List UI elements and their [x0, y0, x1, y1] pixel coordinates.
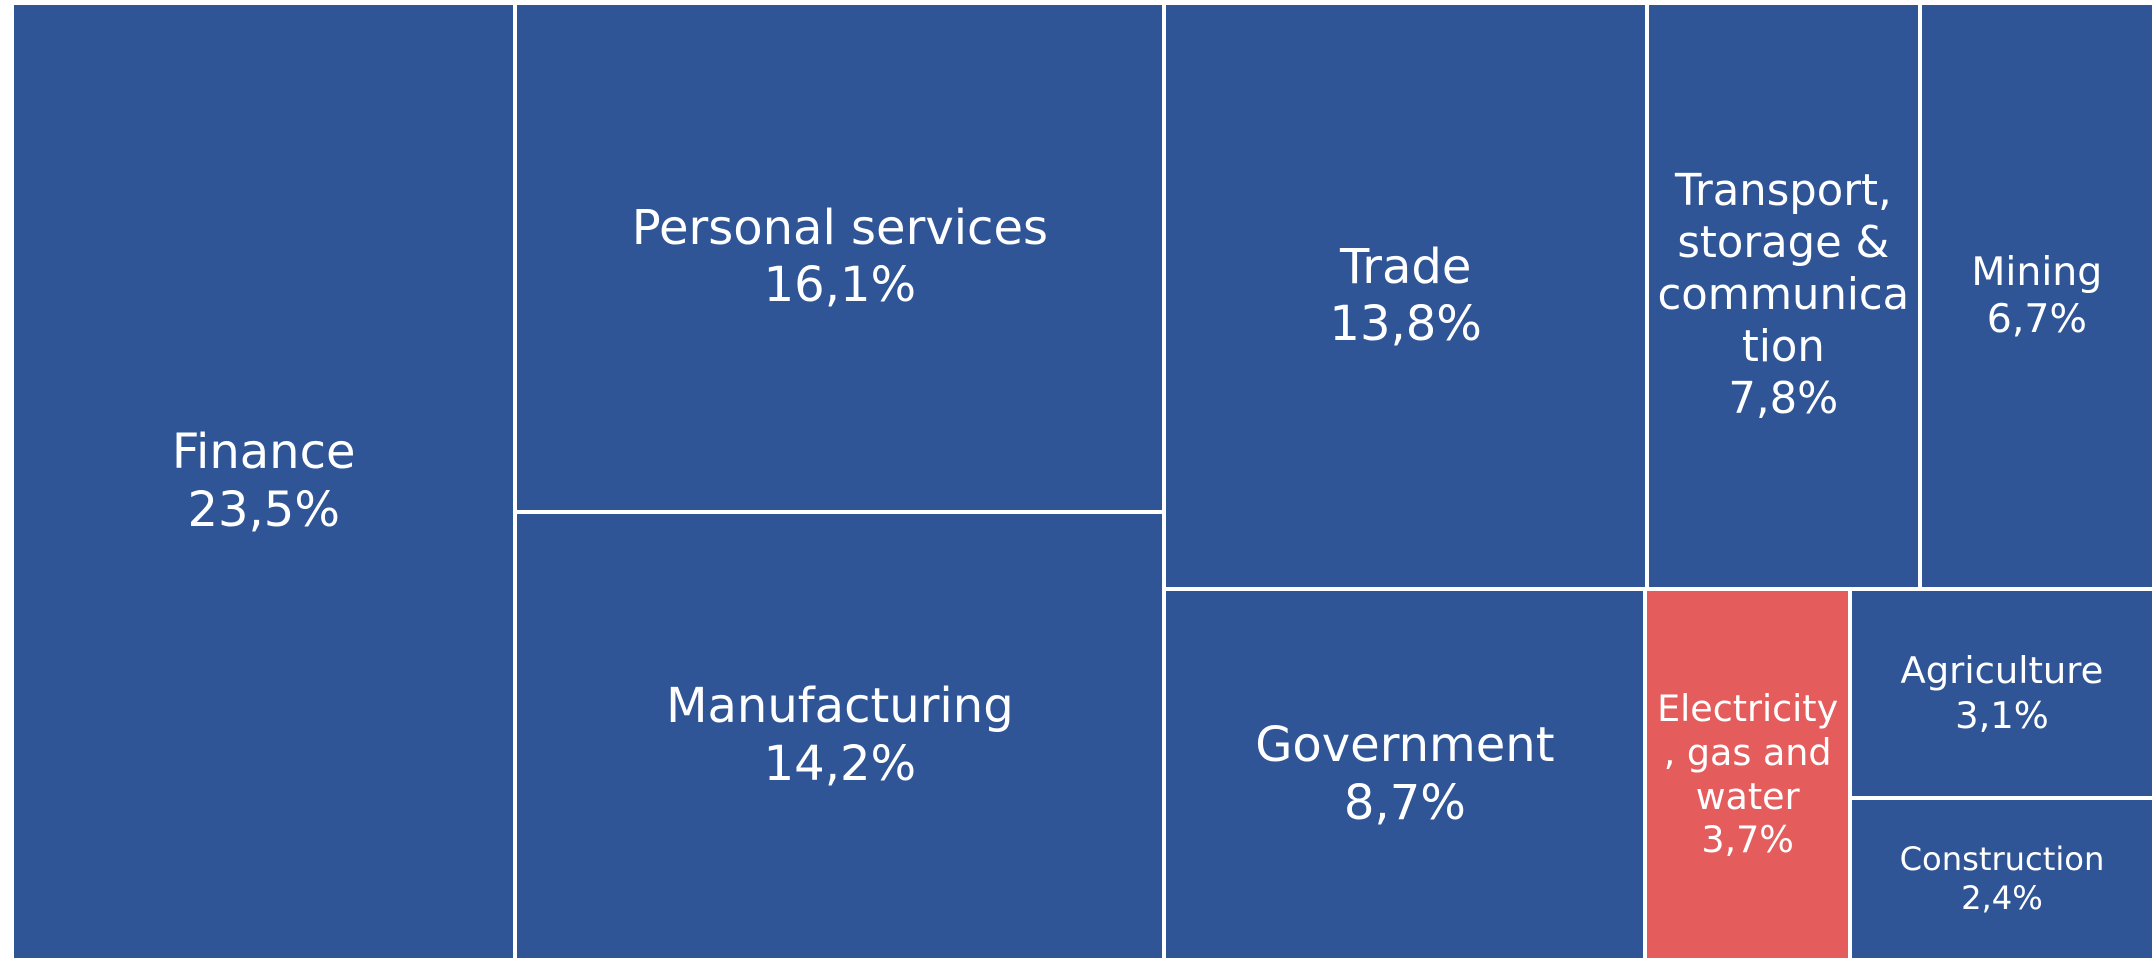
tile-value: 6,7% [1986, 296, 2087, 343]
tile-label: Mining [1971, 248, 2103, 295]
tile: Transport, storage & communication 7,8% [1646, 3, 1920, 590]
tile: Agriculture 3,1% [1849, 589, 2152, 799]
tile: Construction 2,4% [1849, 798, 2152, 958]
tile-label: Agriculture [1900, 649, 2104, 693]
tile-label: Transport, storage & communication [1657, 166, 1910, 373]
tile-label: Trade [1339, 238, 1472, 295]
tile: Government 8,7% [1164, 589, 1646, 958]
tile-value: 7,8% [1728, 374, 1839, 424]
tile-label: Government [1255, 717, 1555, 773]
tile-label: Electricity, gas and water [1657, 687, 1839, 818]
tile: Mining 6,7% [1919, 3, 2152, 590]
tile-label: Construction [1899, 840, 2105, 879]
tile-value: 3,1% [1955, 693, 2049, 737]
tile: Personal services 16,1% [515, 3, 1165, 512]
tile: Finance 23,5% [12, 3, 516, 958]
tile: Electricity, gas and water 3,7% [1645, 589, 1850, 958]
tile-value: 13,8% [1329, 296, 1482, 353]
tile-value: 2,4% [1961, 879, 2043, 918]
tile-label: Manufacturing [666, 678, 1014, 735]
tile-label: Personal services [631, 199, 1048, 256]
tile: Trade 13,8% [1164, 3, 1647, 590]
tile-value: 23,5% [187, 481, 340, 538]
tile-value: 8,7% [1343, 774, 1466, 831]
tile: Manufacturing 14,2% [515, 511, 1165, 958]
tile-value: 14,2% [763, 735, 917, 792]
tile-value: 3,7% [1701, 818, 1794, 862]
tile-label: Finance [171, 423, 356, 480]
tile-value: 16,1% [763, 257, 917, 314]
